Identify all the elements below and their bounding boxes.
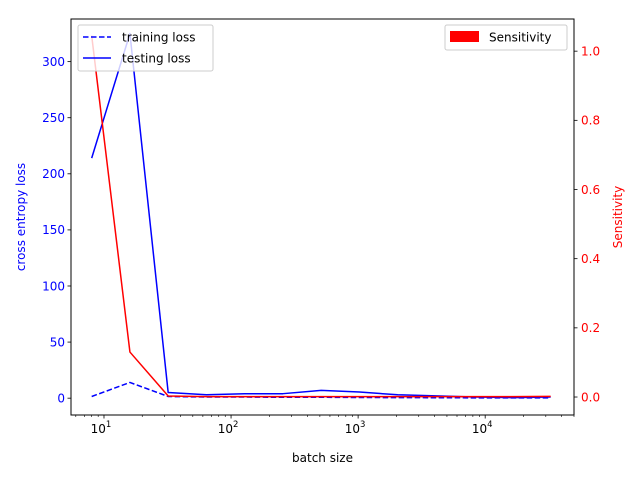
legend-loss-box [77, 24, 214, 72]
right-y-tick-label: 0.4 [581, 252, 600, 266]
right-y-tick-label: 1.0 [581, 44, 600, 58]
right-y-axis: 0.0 0.2 0.4 0.6 0.8 1.0 [574, 44, 600, 404]
right-y-tick-label: 0.0 [581, 390, 600, 404]
left-y-axis-label: cross entropy loss [14, 163, 28, 271]
axes-frame [70, 18, 575, 416]
left-y-tick-label: 50 [50, 335, 65, 349]
plot-area [90, 32, 551, 399]
x-axis: 101 102 103 104 [75, 415, 575, 436]
legend-loss: training loss testing loss [77, 24, 214, 72]
legend-sensitivity-label: Sensitivity [489, 31, 551, 45]
x-tick-label: 101 [91, 420, 112, 436]
left-y-axis: 0 50 100 150 200 250 300 [42, 55, 71, 405]
left-y-tick-label: 250 [42, 111, 65, 125]
right-y-tick-label: 0.2 [581, 321, 600, 335]
x-tick-label: 104 [472, 420, 493, 436]
legend-sensitivity-swatch [450, 31, 479, 42]
series-line-sensitivity [90, 35, 551, 398]
left-y-tick-label: 200 [42, 167, 65, 181]
right-y-tick-label: 0.8 [581, 114, 600, 128]
series-line-testing-loss [90, 32, 551, 399]
legend-training-loss-label: training loss [122, 31, 195, 45]
right-y-tick-label: 0.6 [581, 183, 600, 197]
left-y-tick-label: 150 [42, 223, 65, 237]
x-axis-label: batch size [292, 451, 353, 465]
legend-sensitivity: Sensitivity [444, 24, 568, 51]
legend-testing-loss-label: testing loss [122, 52, 191, 66]
right-y-axis-label: Sensitivity [611, 186, 625, 248]
left-y-tick-label: 100 [42, 279, 65, 293]
left-y-tick-label: 0 [57, 391, 65, 405]
left-y-tick-label: 300 [42, 55, 65, 69]
x-tick-label: 103 [345, 420, 366, 436]
x-tick-label: 102 [218, 420, 239, 436]
